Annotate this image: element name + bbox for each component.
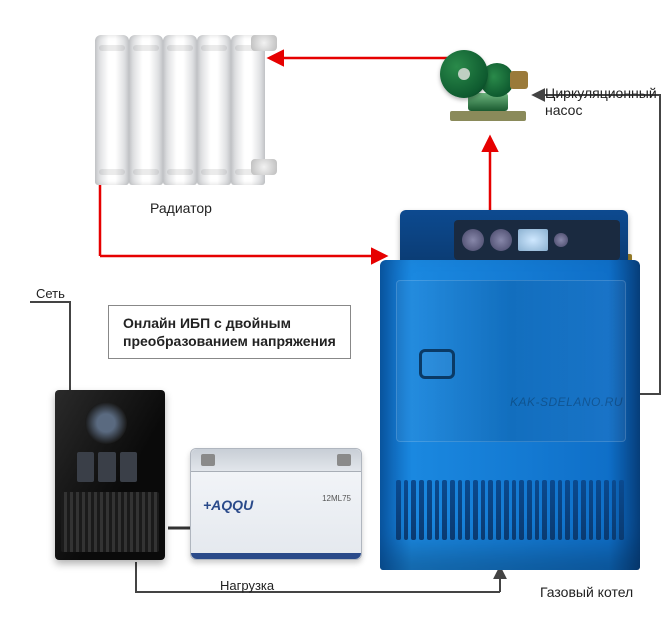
battery-model: 12ML75 (322, 495, 351, 504)
watermark-text: KAK-SDELANO.RU (510, 395, 623, 409)
diagram-canvas: Радиатор Циркуляционный насос (0, 0, 670, 621)
circulation-pump (440, 45, 530, 135)
load-label: Нагрузка (220, 578, 274, 594)
mains-label: Сеть (36, 286, 65, 302)
ups-box-line2: преобразованием напряжения (123, 333, 336, 349)
ups-description-box: Онлайн ИБП с двойным преобразованием нап… (108, 305, 351, 359)
battery-brand: +AQQU (203, 497, 253, 513)
ups-unit (55, 380, 175, 560)
ups-buttons (77, 452, 137, 482)
pump-label: Циркуляционный насос (545, 85, 657, 119)
ups-display-icon (85, 402, 127, 444)
battery: +AQQU 12ML75 (190, 440, 360, 560)
radiator-label: Радиатор (150, 200, 212, 217)
radiator (95, 25, 265, 185)
boiler-label: Газовый котел (540, 584, 633, 601)
ups-box-line1: Онлайн ИБП с двойным (123, 315, 291, 331)
boiler-vents (396, 480, 624, 540)
gas-boiler (380, 210, 640, 570)
